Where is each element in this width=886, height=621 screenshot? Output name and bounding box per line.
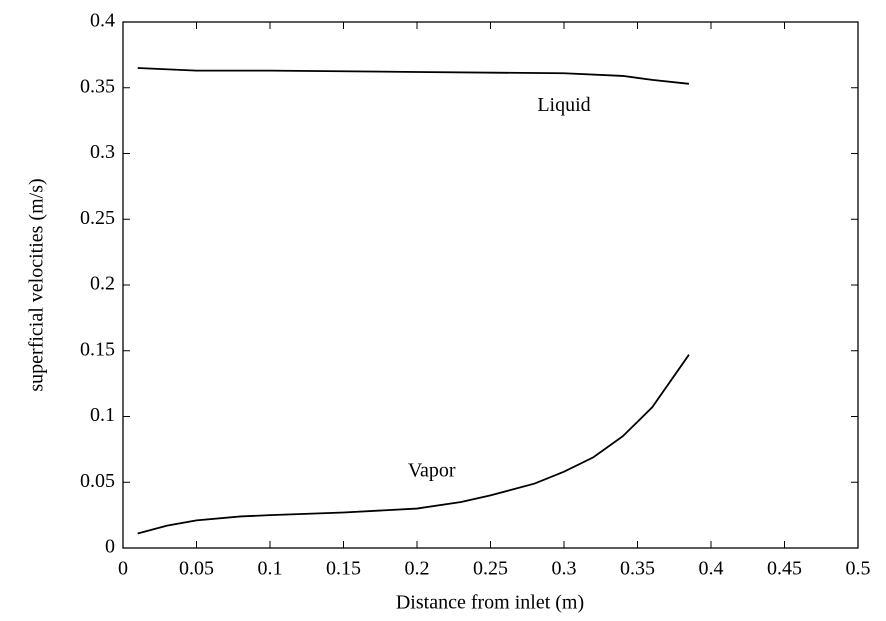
x-tick-label: 0.45 (767, 558, 802, 580)
x-tick-label: 0.3 (552, 558, 577, 580)
y-tick-label: 0.3 (90, 141, 115, 163)
x-tick-label: 0.35 (620, 558, 655, 580)
x-tick-label: 0.5 (846, 558, 871, 580)
x-axis-label: Distance from inlet (m) (396, 592, 584, 614)
y-tick-label: 0.05 (80, 470, 115, 492)
y-tick-label: 0 (105, 536, 115, 558)
series-label: Vapor (408, 459, 456, 481)
plot-frame (122, 21, 859, 549)
series-label: Liquid (537, 94, 590, 116)
x-tick-label: 0.4 (699, 558, 724, 580)
x-tick-label: 0.1 (258, 558, 283, 580)
x-tick-label: 0.2 (405, 558, 430, 580)
y-tick-label: 0.4 (90, 10, 115, 32)
x-tick-label: 0.25 (473, 558, 508, 580)
x-tick-label: 0.05 (179, 558, 214, 580)
series-line (137, 354, 690, 535)
y-tick-label: 0.2 (90, 273, 115, 295)
y-axis-label: superficial velocities (m/s) (26, 178, 48, 391)
x-tick-label: 0.15 (326, 558, 361, 580)
y-tick-label: 0.15 (80, 338, 115, 360)
y-tick-label: 0.35 (80, 75, 115, 97)
series-line (137, 67, 690, 85)
y-tick-label: 0.1 (90, 404, 115, 426)
y-tick-label: 0.25 (80, 207, 115, 229)
x-tick-label: 0 (118, 558, 128, 580)
